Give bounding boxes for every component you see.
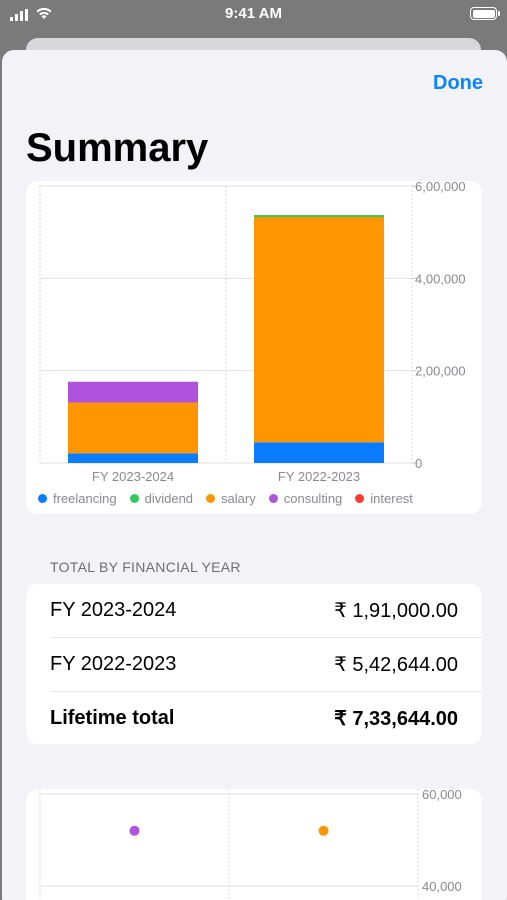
legend-label: freelancing bbox=[53, 491, 117, 506]
total-row: FY 2022-2023 ₹ 5,42,644.00 bbox=[50, 638, 458, 691]
battery-icon bbox=[470, 7, 500, 20]
legend-item: interest bbox=[355, 491, 413, 506]
bar-segment bbox=[68, 381, 198, 403]
row-divider bbox=[50, 637, 482, 638]
row-divider bbox=[50, 691, 482, 692]
y-tick-label: 6,00,000 bbox=[415, 181, 466, 194]
y-tick-label: 0 bbox=[415, 456, 422, 471]
total-row: FY 2023-2024 ₹ 1,91,000.00 bbox=[50, 584, 458, 637]
legend-dot bbox=[38, 494, 47, 503]
legend-label: consulting bbox=[283, 491, 343, 506]
y-tick-label: 4,00,000 bbox=[415, 271, 466, 286]
legend-dot bbox=[129, 494, 139, 503]
legend-label: interest bbox=[370, 491, 413, 506]
lifetime-total-value: ₹ 7,33,644.00 bbox=[334, 708, 458, 730]
scatter-point bbox=[318, 825, 329, 836]
scatter-point bbox=[129, 825, 140, 836]
lifetime-total-row: Lifetime total ₹ 7,33,644.00 bbox=[50, 692, 458, 744]
bar-segment bbox=[68, 402, 198, 454]
chart-legend: freelancing dividend salary consulting inter… bbox=[38, 491, 413, 506]
legend-item: salary bbox=[206, 491, 256, 506]
bar-segment bbox=[254, 442, 384, 463]
scatter-chart-card: 60,000 40,000 bbox=[26, 789, 482, 900]
legend-item: dividend bbox=[129, 491, 194, 506]
legend-label: dividend bbox=[144, 491, 194, 506]
legend-dot bbox=[268, 494, 278, 503]
totals-card: FY 2023-2024 ₹ 1,91,000.00 FY 2022-2023 … bbox=[26, 584, 482, 744]
page-title: Summary bbox=[26, 126, 209, 170]
bar-segment bbox=[68, 453, 198, 463]
legend-item: consulting bbox=[268, 491, 343, 506]
wifi-icon bbox=[36, 7, 52, 19]
status-time: 9:41 AM bbox=[225, 5, 282, 22]
legend-item: freelancing bbox=[38, 491, 117, 506]
done-button[interactable]: Done bbox=[433, 72, 483, 94]
bar-segment bbox=[254, 215, 384, 218]
income-bar-chart: 6,00,000 4,00,000 2,00,000 0 FY 2023-2024 FY … bbox=[39, 181, 466, 484]
y-tick-label: 2,00,000 bbox=[415, 364, 466, 379]
x-tick-label: FY 2022-2023 bbox=[278, 469, 360, 484]
total-row-label: FY 2023-2024 bbox=[50, 599, 177, 621]
bar-segment bbox=[254, 216, 384, 443]
total-row-value: ₹ 1,91,000.00 bbox=[334, 600, 458, 622]
summary-sheet: Done Summary 6,00,000 4,00,000 2,00,000 0 FY… bbox=[2, 50, 507, 900]
y-tick-label: 40,000 bbox=[422, 879, 462, 894]
scatter-chart: 60,000 40,000 bbox=[39, 789, 462, 900]
x-tick-label: FY 2023-2024 bbox=[92, 469, 174, 484]
legend-label: salary bbox=[221, 491, 256, 506]
income-bar-chart-card: 6,00,000 4,00,000 2,00,000 0 FY 2023-2024 FY … bbox=[26, 181, 482, 514]
total-row-label: FY 2022-2023 bbox=[50, 653, 177, 675]
lifetime-total-label: Lifetime total bbox=[50, 707, 175, 729]
y-tick-label: 60,000 bbox=[422, 789, 462, 802]
legend-dot bbox=[355, 494, 365, 503]
total-row-value: ₹ 5,42,644.00 bbox=[334, 654, 458, 676]
totals-section-header: TOTAL BY FINANCIAL YEAR bbox=[50, 559, 241, 575]
legend-dot bbox=[206, 494, 216, 503]
cellular-signal-icon bbox=[10, 9, 28, 21]
status-bar: 9:41 AM bbox=[0, 0, 507, 30]
